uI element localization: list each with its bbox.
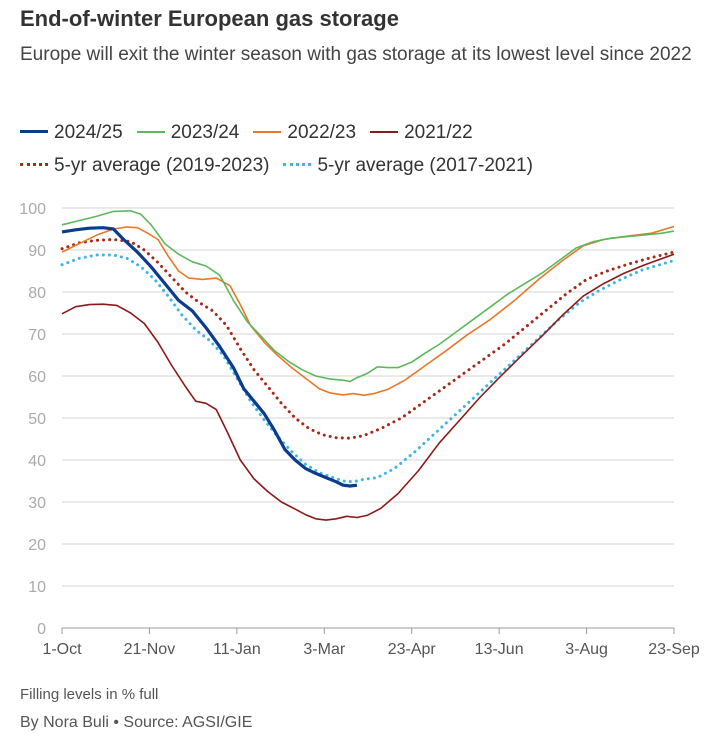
y-tick-label-30: 30 — [28, 495, 46, 512]
series-line-5-yr-average-2019-2023 — [60, 238, 676, 440]
legend-label-5: 5-yr average (2017-2021) — [317, 155, 533, 176]
x-tick-label-5: 13-Jun — [475, 641, 524, 658]
y-tick-label-0: 0 — [37, 621, 46, 638]
footer-source: By Nora Buli • Source: AGSI/GIE — [20, 714, 253, 731]
y-tick-label-40: 40 — [28, 453, 46, 470]
legend-label-0: 2024/25 — [54, 122, 123, 143]
x-tick-label-2: 11-Jan — [213, 641, 261, 658]
x-tick-label-1: 21-Nov — [124, 641, 176, 658]
x-tick-label-4: 23-Apr — [388, 641, 437, 658]
x-tick-label-0: 1-Oct — [42, 641, 82, 658]
y-tick-label-80: 80 — [28, 285, 46, 302]
series-line-5-yr-average-2017-2021 — [60, 253, 676, 484]
legend-swatch-2 — [253, 130, 282, 133]
legend-label-3: 2021/22 — [404, 122, 473, 143]
legend-swatch-3 — [370, 130, 399, 133]
legend-item-0: 2024/25 — [20, 116, 123, 149]
legend-item-5: 5-yr average (2017-2021) — [283, 149, 533, 182]
chart-subtitle: Europe will exit the winter season with … — [20, 44, 692, 65]
legend-swatch-4 — [20, 163, 48, 167]
y-tick-label-20: 20 — [28, 537, 46, 554]
y-tick-label-60: 60 — [28, 369, 46, 386]
legend-swatch-0 — [20, 130, 48, 134]
x-tick-label-7: 23-Sep — [648, 641, 700, 658]
legend-swatch-5 — [283, 163, 312, 167]
x-tick-label-6: 3-Aug — [565, 641, 608, 658]
series-line-2023-24 — [61, 210, 675, 383]
footer-note: Filling levels in % full — [20, 686, 159, 703]
y-tick-label-10: 10 — [28, 579, 46, 596]
chart-title: End-of-winter European gas storage — [20, 6, 399, 31]
y-tick-label-100: 100 — [19, 201, 46, 218]
legend-item-3: 2021/22 — [370, 116, 473, 149]
legend-label-2: 2022/23 — [287, 122, 357, 143]
x-tick-label-3: 3-Mar — [303, 641, 345, 658]
legend-item-4: 5-yr average (2019-2023) — [20, 149, 269, 182]
legend-label-4: 5-yr average (2019-2023) — [54, 155, 270, 176]
line-chart: 0 10 20 30 40 50 60 70 80 90 100 1-Oct 21-Nov 11-Jan 3… — [19, 201, 700, 658]
legend-item-1: 2023/24 — [136, 116, 240, 149]
y-tick-label-50: 50 — [28, 411, 46, 428]
legend-swatch-1 — [136, 130, 165, 133]
legend-label-1: 2023/24 — [170, 122, 240, 143]
series-line-2024-25 — [61, 226, 358, 488]
y-tick-label-70: 70 — [28, 327, 46, 344]
legend-item-2: 2022/23 — [253, 116, 356, 149]
chart-legend: 2024/25 2023/24 2022/23 2021/22 5-yr average… — [20, 116, 700, 182]
y-tick-label-90: 90 — [28, 243, 46, 260]
series-line-2022-23 — [61, 225, 675, 397]
series-line-2021-22 — [61, 253, 675, 521]
